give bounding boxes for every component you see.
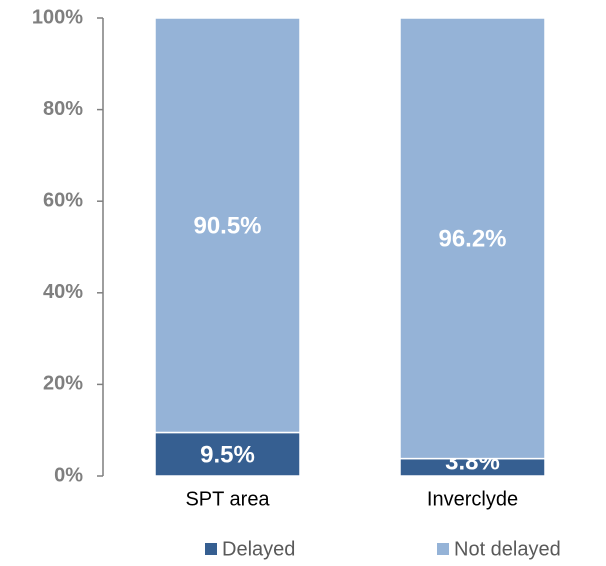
value-label: 96.2% xyxy=(438,226,506,253)
legend-label: Delayed xyxy=(222,538,295,560)
x-tick-label: Inverclyde xyxy=(427,488,518,510)
bar-segment xyxy=(399,17,546,460)
legend-label: Not delayed xyxy=(454,538,561,560)
x-tick-label: SPT area xyxy=(185,488,270,510)
bar-segment xyxy=(154,431,301,477)
y-tick-label: 80% xyxy=(43,98,83,120)
value-label: 90.5% xyxy=(193,213,261,240)
legend-swatch xyxy=(437,543,449,555)
y-tick-label: 20% xyxy=(43,373,83,395)
bar-segment xyxy=(154,17,301,434)
value-label: 9.5% xyxy=(200,442,255,469)
y-tick-label: 40% xyxy=(43,281,83,303)
y-tick-label: 0% xyxy=(54,464,83,486)
y-tick-label: 100% xyxy=(32,6,83,28)
legend-swatch xyxy=(205,543,217,555)
y-tick-label: 60% xyxy=(43,189,83,211)
